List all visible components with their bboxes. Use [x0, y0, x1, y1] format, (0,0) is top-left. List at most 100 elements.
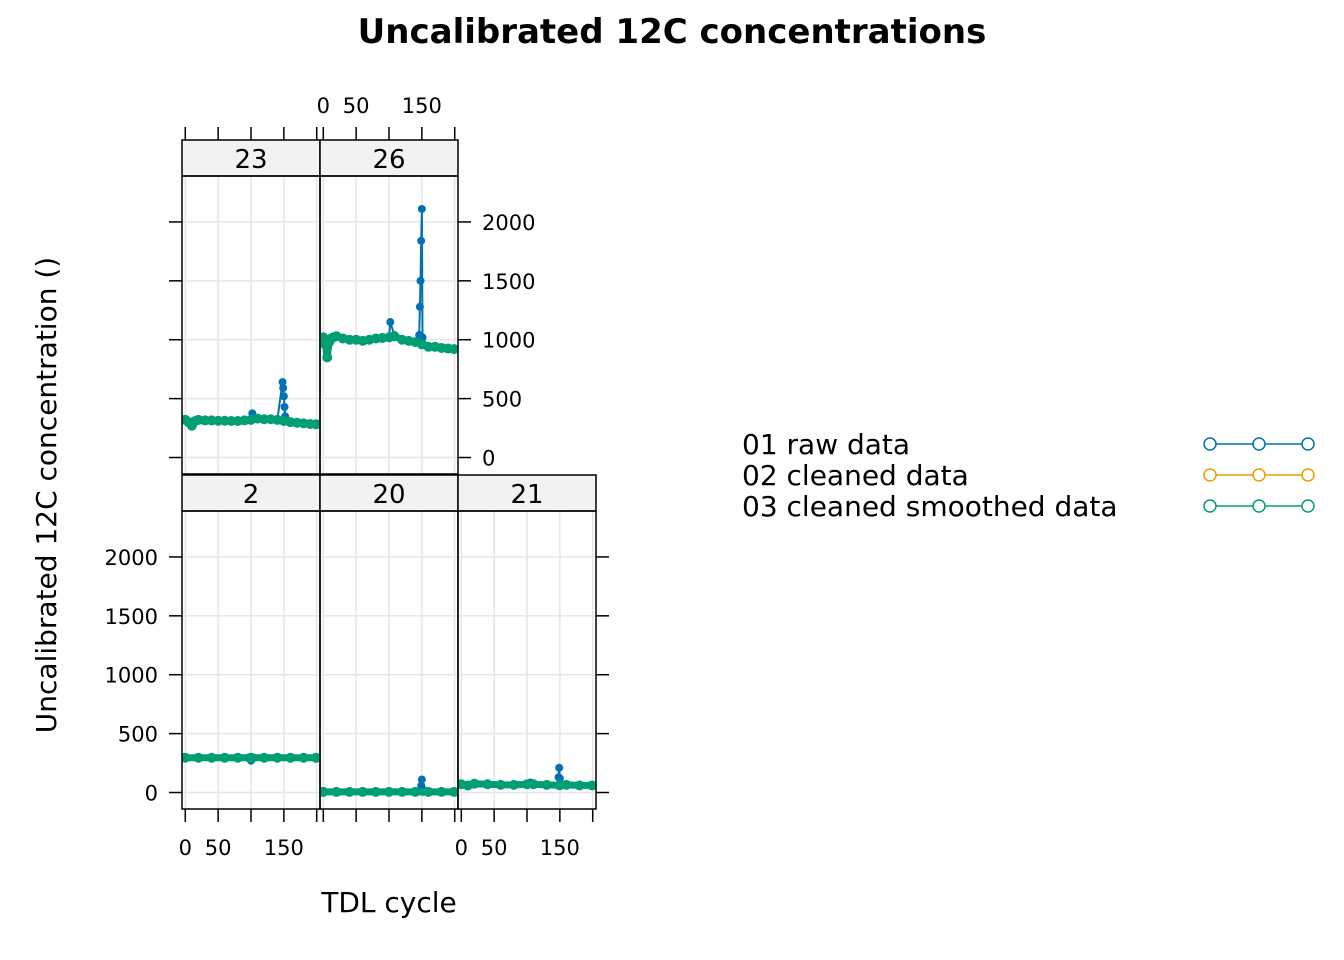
legend-marker — [1301, 499, 1315, 513]
smoothed-data-point — [541, 779, 552, 790]
raw-data-point — [279, 392, 288, 401]
smoothed-data-point — [320, 786, 329, 797]
legend-marker — [1252, 499, 1266, 513]
smoothed-data-point — [574, 780, 585, 791]
panel-strip-label: 21 — [510, 480, 543, 510]
smoothed-data-point — [311, 419, 320, 430]
smoothed-data-point — [528, 779, 539, 790]
smoothed-data-point — [259, 752, 270, 763]
smoothed-data-point — [219, 752, 230, 763]
panel-strip-label: 20 — [372, 480, 405, 510]
panel-strip — [457, 474, 597, 512]
smoothed-data-point — [495, 779, 506, 790]
raw-data-point — [555, 774, 564, 783]
y-tick-label: 1000 — [482, 329, 535, 353]
smoothed-data-point — [357, 786, 368, 797]
legend-label: 02 cleaned data — [742, 459, 969, 492]
smoothed-data-point — [370, 786, 381, 797]
panel-23: 23 — [181, 139, 321, 475]
panel-strip-label: 23 — [234, 145, 267, 175]
smoothed-data-point — [469, 778, 480, 789]
smoothed-data-point — [311, 752, 320, 763]
smoothed-data-point — [246, 752, 256, 763]
y-tick-label: 1500 — [105, 605, 158, 629]
legend-marker — [1203, 499, 1217, 513]
smoothed-data-point — [331, 786, 342, 797]
y-tick-label: 500 — [482, 388, 522, 412]
y-tick-label: 0 — [482, 447, 495, 471]
smoothed-data-point — [436, 786, 447, 797]
smoothed-data-point — [561, 779, 572, 790]
raw-data-point — [279, 384, 288, 393]
smoothed-data-point — [272, 752, 283, 763]
smoothed-data-point — [344, 786, 355, 797]
y-tick-label: 2000 — [105, 546, 158, 570]
panel-strip — [181, 474, 321, 512]
smoothed-data-point — [322, 352, 333, 363]
panel-21: 21 — [457, 474, 597, 810]
smoothed-data-point — [182, 752, 191, 763]
legend-marker — [1252, 468, 1266, 482]
smoothed-data-point — [423, 786, 434, 797]
smoothed-data-point — [397, 786, 408, 797]
panel-26: 26 — [319, 139, 459, 475]
x-axis-label: TDL cycle — [320, 886, 457, 919]
panel-series — [182, 752, 320, 765]
smoothed-data-point — [508, 779, 519, 790]
y-tick-label: 1000 — [105, 664, 158, 688]
panel-2: 2 — [181, 474, 321, 810]
smoothed-data-point — [449, 344, 458, 355]
panel-grid: 23 26 2 20 21 — [181, 139, 597, 810]
panel-frame — [319, 175, 459, 475]
smoothed-data-point — [410, 786, 421, 797]
legend-marker — [1301, 468, 1315, 482]
panel-strip — [319, 474, 459, 512]
legend-label: 01 raw data — [742, 428, 910, 461]
raw-data-point — [280, 402, 289, 411]
raw-data-point — [416, 276, 425, 285]
panel-series — [320, 775, 458, 797]
raw-data-point — [278, 378, 287, 387]
x-tick-label: 0 — [179, 836, 192, 860]
legend-marker — [1252, 437, 1266, 451]
legend-label: 03 cleaned smoothed data — [742, 490, 1118, 523]
x-tick-label: 0 — [317, 94, 330, 118]
x-tick-label: 0 — [455, 836, 468, 860]
raw-data-point — [415, 302, 424, 311]
raw-data-point — [417, 204, 426, 213]
y-axis-label: Uncalibrated 12C concentration () — [30, 257, 63, 733]
smoothed-data-point — [232, 752, 243, 763]
smoothed-data-point — [206, 752, 217, 763]
smoothed-data-point — [193, 752, 204, 763]
smoothed-data-point — [298, 752, 309, 763]
smoothed-data-point — [389, 331, 400, 342]
panel-20: 20 — [319, 474, 459, 810]
y-tick-label: 500 — [118, 723, 158, 747]
raw-data-point — [418, 333, 427, 342]
x-tick-label: 50 — [481, 836, 508, 860]
smoothed-data-point — [449, 786, 458, 797]
raw-data-point — [417, 775, 426, 784]
x-tick-label: 150 — [402, 94, 442, 118]
x-tick-label: 50 — [343, 94, 370, 118]
legend-marker — [1203, 468, 1217, 482]
panel-strip-label: 26 — [372, 145, 405, 175]
panel-series — [182, 378, 320, 431]
x-tick-label: 150 — [264, 836, 304, 860]
panel-strip-label: 2 — [243, 480, 260, 510]
smoothed-data-point — [384, 786, 394, 797]
smoothed-data-point — [482, 779, 493, 790]
panel-series — [458, 763, 596, 791]
raw-data-point — [417, 236, 426, 245]
legend-marker — [1301, 437, 1315, 451]
y-tick-label: 0 — [145, 782, 158, 806]
x-tick-label: 50 — [205, 836, 232, 860]
smoothed-data-point — [285, 752, 296, 763]
raw-data-point — [386, 318, 395, 327]
chart-title: Uncalibrated 12C concentrations — [358, 12, 987, 52]
raw-data-point — [555, 763, 564, 772]
y-tick-label: 1500 — [482, 270, 535, 294]
